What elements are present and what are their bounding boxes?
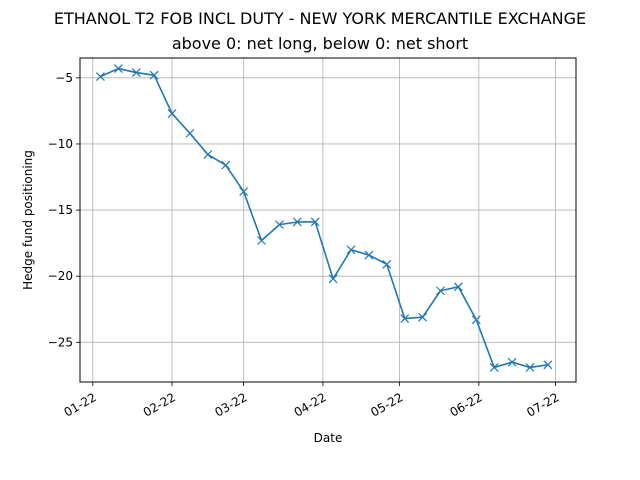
x-tick-label: 05-22: [368, 390, 405, 420]
data-point-marker: [525, 363, 535, 372]
chart-subtitle: above 0: net long, below 0: net short: [172, 34, 468, 53]
x-tick-label: 02-22: [141, 390, 178, 420]
data-point-marker: [310, 217, 320, 227]
data-point-marker: [328, 274, 338, 284]
x-tick-label: 03-22: [212, 390, 249, 420]
data-point-marker: [131, 68, 141, 77]
data-point-marker: [149, 70, 159, 80]
data-point-marker: [418, 312, 428, 322]
x-axis: 01-22 02-22 03-22 04-22 05-22 06-22 07-22: [61, 382, 561, 420]
data-point-marker: [543, 360, 553, 370]
data-point-marker: [167, 109, 177, 118]
y-tick-label: −25: [48, 335, 73, 349]
data-point-marker: [346, 245, 356, 255]
x-axis-label: Date: [314, 431, 343, 445]
x-tick-label: 06-22: [448, 390, 485, 420]
data-point-marker: [400, 314, 410, 323]
x-tick-label: 04-22: [292, 390, 329, 420]
data-point-marker: [471, 315, 481, 325]
y-tick-label: −15: [48, 203, 73, 217]
y-tick-label: −10: [48, 137, 73, 151]
chart-title: ETHANOL T2 FOB INCL DUTY - NEW YORK MERC…: [54, 9, 586, 28]
data-point-marker: [239, 187, 249, 196]
y-axis: −5 −10 −15 −20 −25: [48, 71, 80, 349]
data-point-marker: [382, 259, 392, 269]
data-point-marker: [96, 72, 105, 81]
data-point-marker: [113, 64, 123, 74]
data-point-marker: [489, 363, 499, 372]
x-tick-label: 07-22: [524, 390, 561, 420]
data-point-marker: [221, 160, 231, 170]
data-point-marker: [257, 236, 266, 245]
series-line: [100, 67, 548, 369]
y-tick-label: −20: [48, 269, 73, 283]
data-point-marker: [436, 286, 445, 296]
data-point-marker: [292, 217, 302, 227]
data-point-marker: [203, 150, 213, 159]
data-point-marker: [453, 282, 463, 292]
y-tick-label: −5: [55, 71, 73, 85]
data-point-marker: [274, 220, 284, 230]
grid-lines: [80, 58, 576, 382]
series-group: [96, 64, 553, 372]
data-point-marker: [364, 250, 374, 260]
data-point-marker: [185, 128, 195, 138]
plot-area-frame: [79, 57, 577, 383]
x-tick-label: 01-22: [61, 390, 98, 420]
y-axis-label: Hedge fund positioning: [21, 150, 35, 290]
data-point-marker: [507, 357, 517, 367]
